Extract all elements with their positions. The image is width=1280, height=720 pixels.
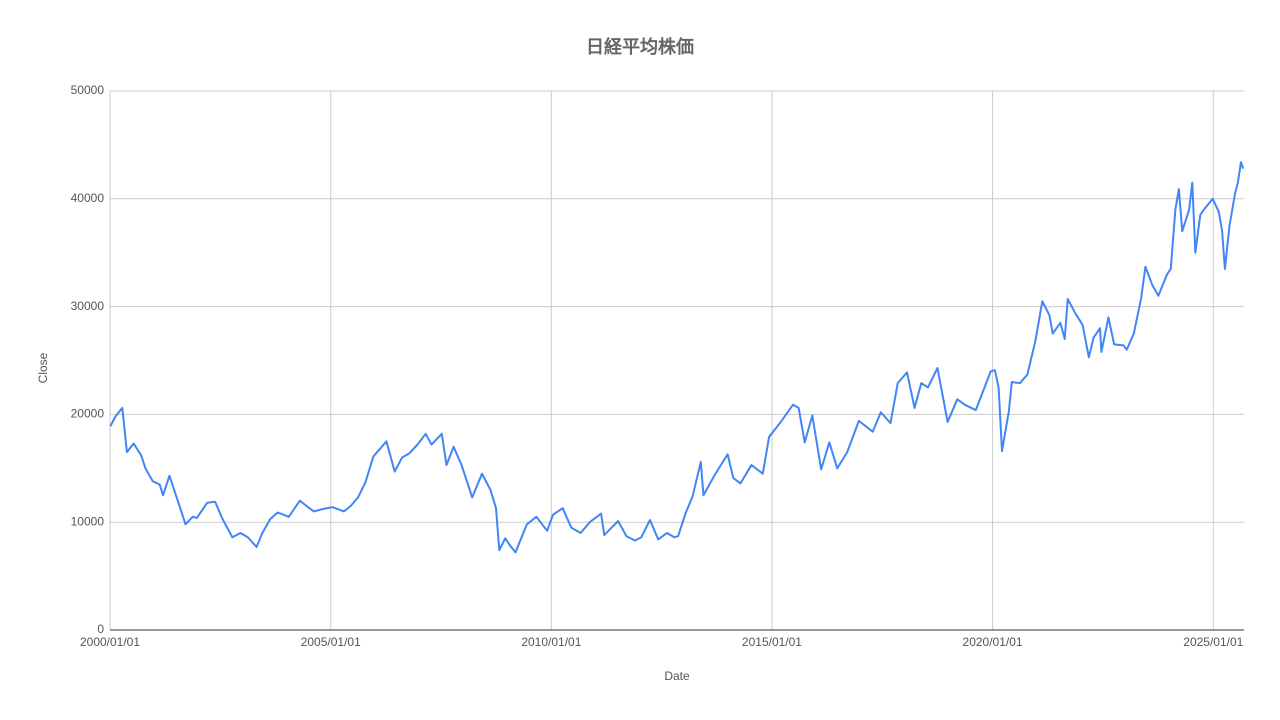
x-tick-label: 2010/01/01: [521, 635, 581, 649]
x-tick-label: 2005/01/01: [301, 635, 361, 649]
y-tick-label: 0: [97, 622, 104, 636]
y-tick-label: 20000: [71, 407, 105, 421]
y-tick-label: 40000: [71, 191, 105, 205]
y-axis-label: Close: [36, 352, 50, 383]
line-series: [109, 161, 1245, 554]
x-tick-label: 2000/01/01: [80, 635, 140, 649]
y-tick-label: 10000: [71, 514, 105, 528]
x-tick-label: 2025/01/01: [1183, 635, 1243, 649]
x-axis-label: Date: [664, 669, 690, 683]
x-tick-label: 2020/01/01: [963, 635, 1023, 649]
y-tick-label: 30000: [71, 299, 105, 313]
y-tick-label: 50000: [71, 83, 105, 97]
chart-title: 日経平均株価: [586, 36, 694, 58]
x-tick-label: 2015/01/01: [742, 635, 802, 649]
